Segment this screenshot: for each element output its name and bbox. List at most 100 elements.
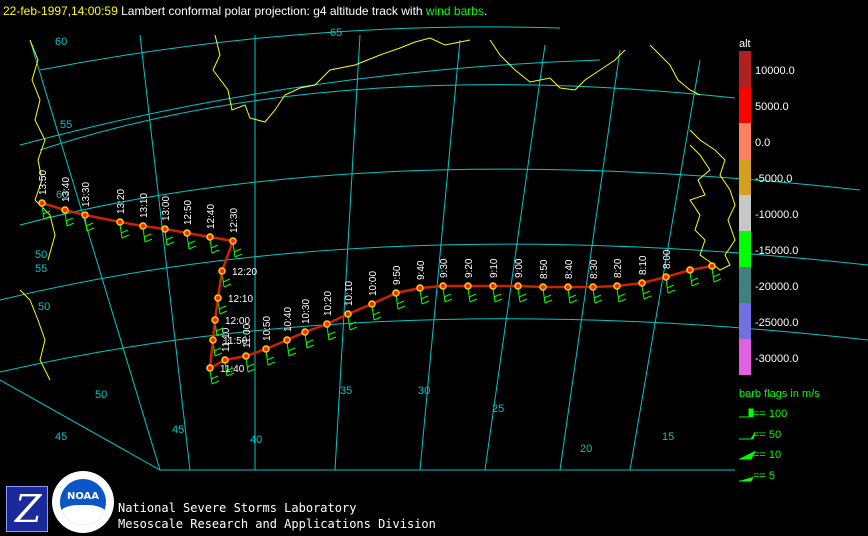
track-point (589, 283, 597, 291)
time-label: 9:20 (464, 258, 475, 278)
footer: National Severe Storms Laboratory Mesosc… (118, 500, 436, 532)
track-point (301, 328, 309, 336)
time-label: 11:40 (220, 364, 245, 375)
labrador-coast (29, 39, 56, 261)
barb-flag-50-icon (739, 432, 756, 440)
track-point (368, 300, 376, 308)
wind-barb (265, 350, 276, 366)
wind-barb (419, 289, 430, 305)
lon-line-45 (139, 34, 191, 471)
lon-line-20 (559, 49, 621, 471)
track-point (564, 283, 572, 291)
time-label: 8:10 (638, 255, 649, 275)
time-label: 13:20 (116, 189, 127, 214)
time-label: 8:20 (613, 258, 624, 278)
legend-swatch (739, 51, 751, 87)
lon-line-15 (629, 59, 701, 471)
track-point (209, 336, 217, 344)
barb-legend-label: == 10 (753, 449, 782, 461)
wind-barb (711, 267, 722, 283)
track-point (206, 364, 214, 372)
track-point (229, 237, 237, 245)
time-label: 8:00 (662, 249, 673, 269)
track-point (489, 282, 497, 290)
lon-label: 25 (492, 403, 504, 415)
lon-label: 45 (172, 424, 184, 436)
legend-title: alt (739, 38, 751, 50)
footer-line-division: Mesoscale Research and Applications Divi… (118, 517, 436, 531)
time-label: 12:20 (232, 267, 257, 278)
iceland-coast (689, 129, 736, 271)
legend-label: -25000.0 (755, 317, 799, 329)
time-label: 8:30 (589, 259, 600, 279)
wind-barb (347, 315, 358, 331)
wind-barb (64, 211, 75, 227)
time-label: 13:40 (61, 177, 72, 202)
lat-label: 55 (35, 263, 47, 275)
track-point (708, 262, 716, 270)
barb-flag-10-icon (739, 450, 756, 460)
legend-label: 0.0 (755, 137, 771, 149)
wind-barb (224, 361, 235, 377)
track-point (221, 356, 229, 364)
wind-barb (221, 272, 232, 288)
lat-label: 60 (55, 36, 67, 48)
barb-flag-100-icon (739, 408, 754, 418)
title-highlight: wind barbs (425, 4, 484, 18)
time-label: 10:10 (344, 281, 355, 306)
wind-barb (467, 287, 478, 303)
track-point (439, 282, 447, 290)
barb-legend-label: == 50 (753, 429, 782, 441)
wind-barb (542, 288, 553, 304)
lat-label: 60 (56, 189, 68, 201)
wind-barb (371, 305, 382, 321)
track-point (214, 294, 222, 302)
track-point (638, 279, 646, 287)
time-label: 12:00 (225, 316, 250, 327)
track-point (61, 206, 69, 214)
lon-label: 40 (250, 434, 262, 446)
track-point (416, 284, 424, 292)
track-point (514, 282, 522, 290)
lon-label: 20 (580, 443, 592, 455)
lat-line-50b (19, 59, 601, 146)
lat-line-50 (0, 318, 868, 373)
track-point (283, 336, 291, 344)
wind-barb (286, 341, 297, 357)
wind-barb (119, 223, 130, 239)
time-label: 9:00 (514, 258, 525, 278)
footer-line-lab: National Severe Storms Laboratory (118, 501, 357, 515)
barb-legend-label: == 100 (753, 408, 788, 420)
legend-label: -15000.0 (755, 245, 799, 257)
time-label: 13:10 (139, 193, 150, 218)
norway-coast (649, 44, 701, 96)
legend: alt 10000.0 5000.0 0.0 -5000.0 -10000.0 … (737, 36, 868, 536)
wind-barb (567, 288, 578, 304)
track-point (262, 345, 270, 353)
time-labels: 13:50 13:40 13:30 13:20 13:10 13:00 12:50 12:40… (38, 170, 673, 375)
time-label: 9:30 (439, 258, 450, 278)
wind-barb (217, 299, 228, 315)
wind-barb (395, 294, 406, 310)
map-border (0, 379, 735, 471)
time-label: 11:00 (242, 323, 253, 348)
wind-barb (245, 357, 256, 373)
track-point (464, 282, 472, 290)
lat-label: 50 (35, 249, 47, 261)
legend-swatch (739, 231, 751, 267)
barb-legend-title: barb flags in m/s (739, 388, 820, 400)
track-point (161, 225, 169, 233)
lon-line-35 (334, 34, 361, 471)
legend-swatch (739, 159, 751, 195)
lon-line-50 (29, 39, 161, 471)
page-title: 22-feb-1997,14:00:59 Lambert conformal p… (3, 4, 487, 18)
legend-swatch (739, 195, 751, 231)
title-date: 22-feb-1997,14:00:59 (3, 4, 118, 18)
time-label: 10:50 (262, 316, 273, 341)
legend-swatch (739, 339, 751, 375)
greenland-east (489, 39, 626, 91)
z-logo: Z (6, 486, 48, 532)
legend-label: -5000.0 (755, 173, 793, 185)
time-label: 12:10 (228, 294, 253, 305)
